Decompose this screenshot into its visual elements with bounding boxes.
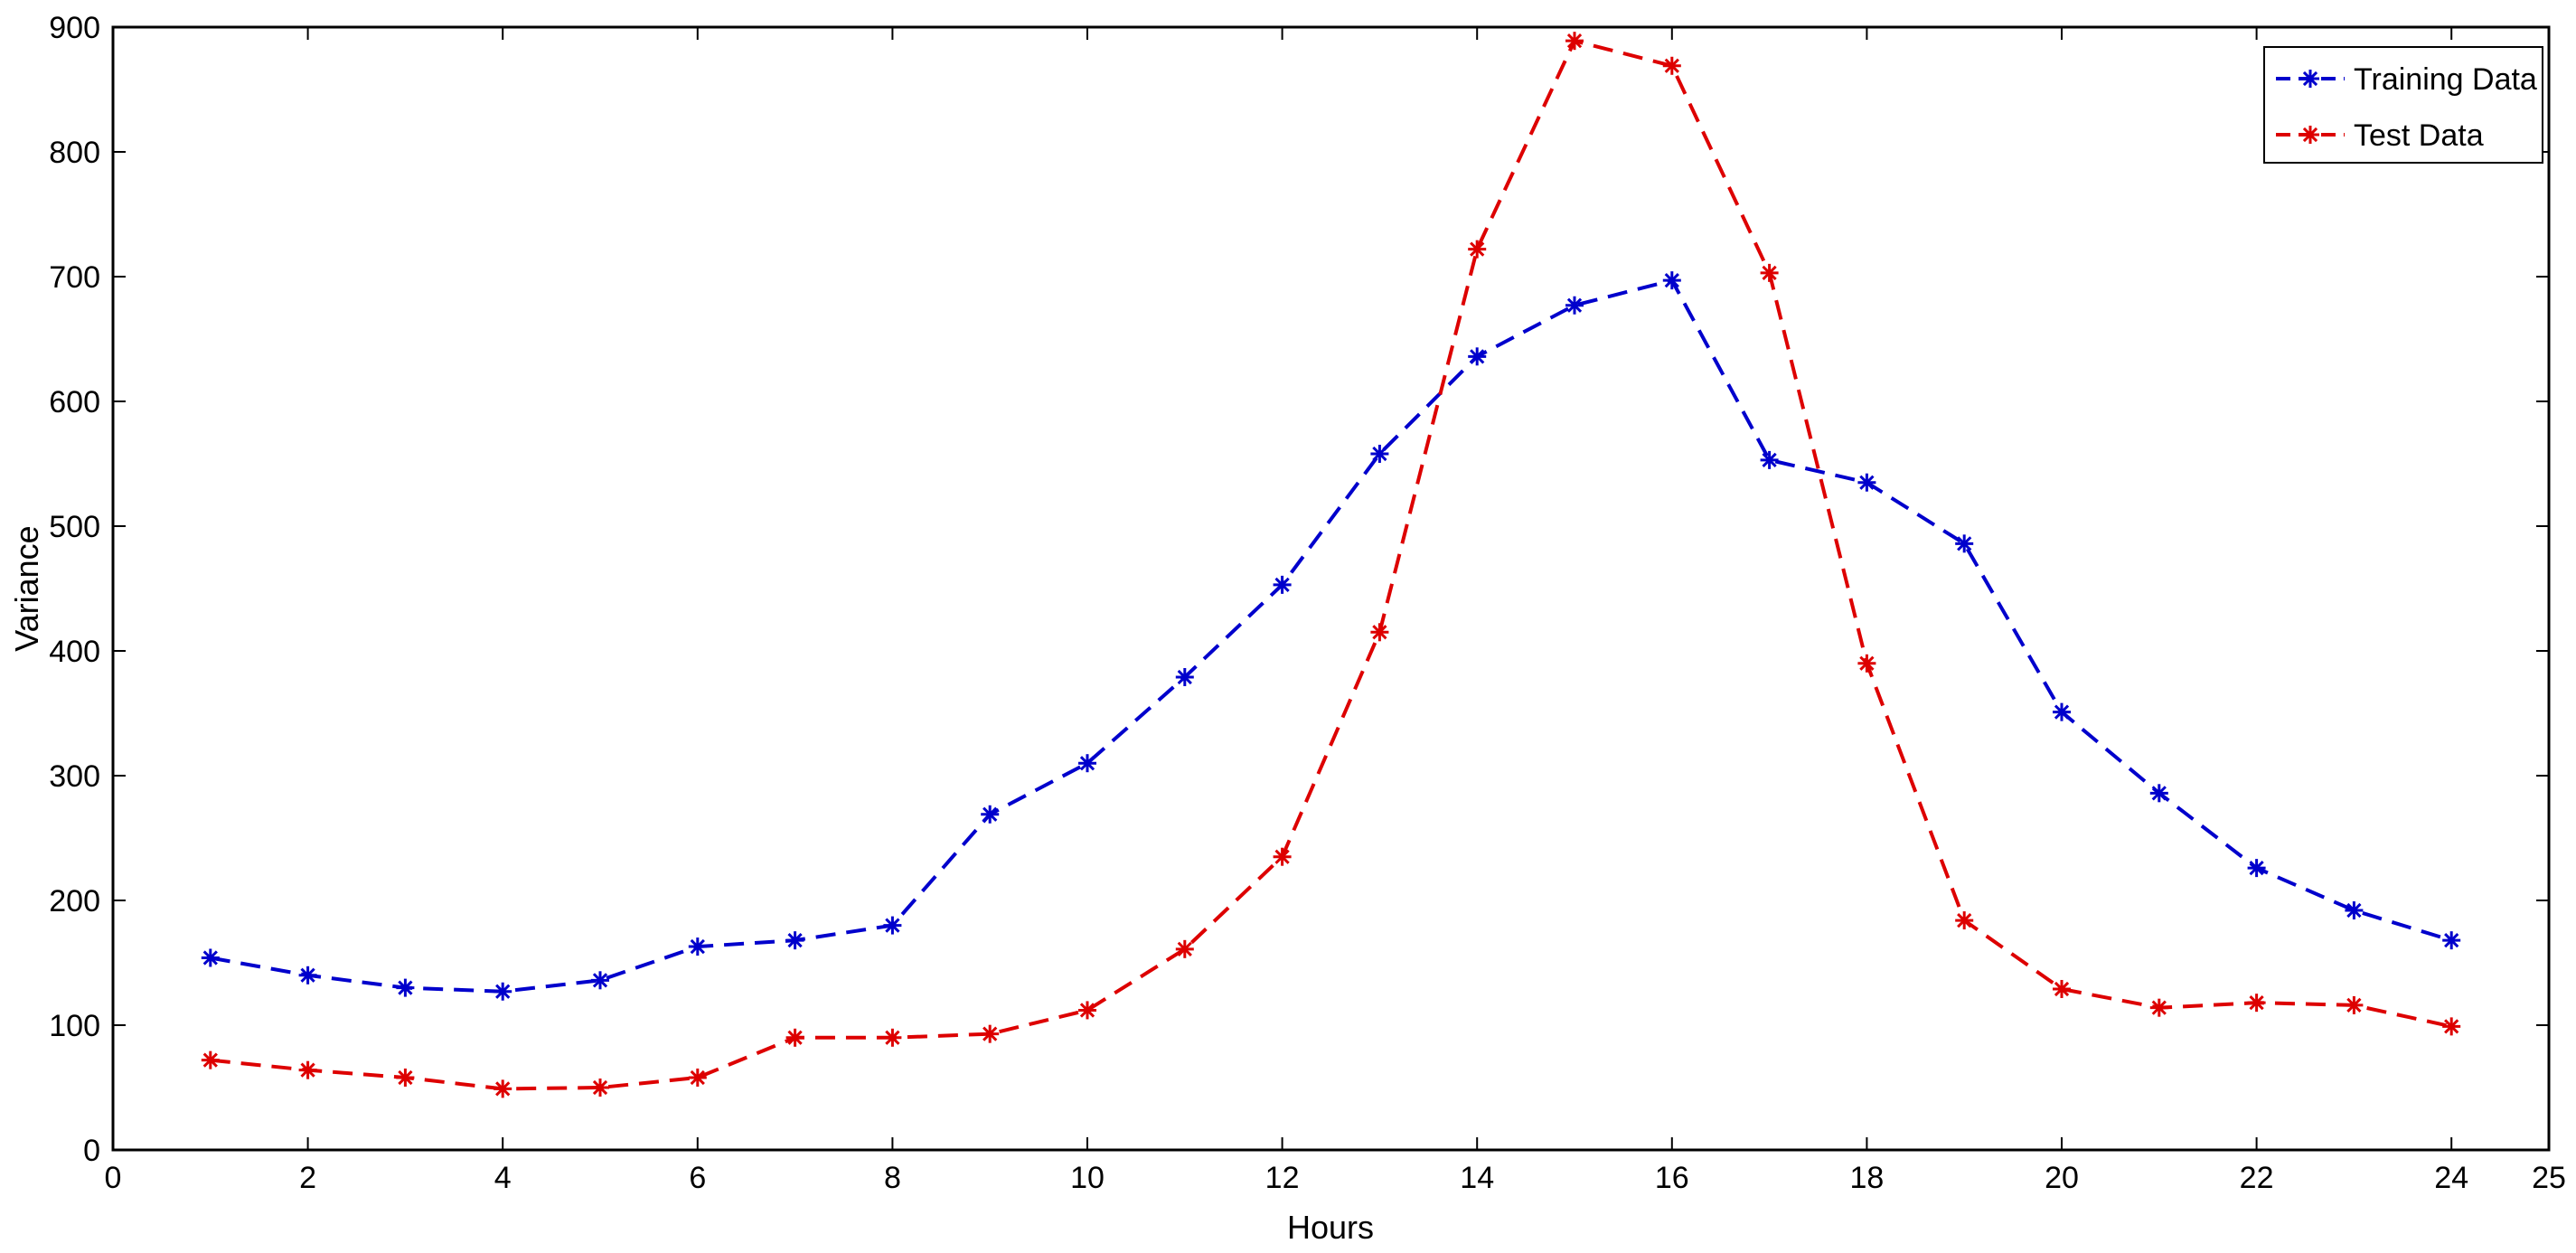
x-tick-label: 18 — [1849, 1161, 1884, 1195]
data-point-test-data — [2149, 998, 2168, 1017]
data-point-training-data — [1662, 271, 1681, 290]
data-point-test-data — [1468, 240, 1487, 259]
data-point-training-data — [2442, 931, 2461, 950]
data-point-training-data — [1468, 347, 1487, 366]
x-tick-label: 10 — [1070, 1161, 1105, 1195]
data-point-training-data — [1175, 667, 1194, 686]
data-point-training-data — [1857, 473, 1876, 492]
x-tick-label: 22 — [2240, 1161, 2274, 1195]
data-point-test-data — [591, 1079, 609, 1097]
data-point-test-data — [1370, 623, 1389, 642]
data-point-test-data — [1078, 1001, 1096, 1020]
data-point-training-data — [298, 966, 317, 984]
x-tick-label: 16 — [1655, 1161, 1689, 1195]
y-tick-label: 300 — [49, 759, 100, 794]
y-axis-label: Variance — [8, 525, 45, 651]
data-point-training-data — [883, 916, 902, 935]
x-tick-label: 14 — [1460, 1161, 1494, 1195]
data-point-test-data — [201, 1050, 220, 1069]
data-point-test-data — [785, 1028, 804, 1047]
y-tick-label: 600 — [49, 385, 100, 419]
legend-label-training-data: Training Data — [2354, 62, 2537, 97]
data-point-training-data — [2149, 784, 2168, 803]
data-point-test-data — [1273, 847, 1292, 866]
x-tick-label: 2 — [299, 1161, 316, 1195]
data-point-training-data — [1955, 534, 1974, 553]
data-point-training-data — [688, 937, 707, 956]
legend-label-test-data: Test Data — [2354, 118, 2484, 153]
data-point-training-data — [2247, 859, 2266, 878]
x-tick-label: 8 — [884, 1161, 901, 1195]
x-tick-label: 0 — [105, 1161, 122, 1195]
x-tick-label: 6 — [689, 1161, 706, 1195]
series-group — [201, 32, 2461, 1098]
y-tick-label: 100 — [49, 1009, 100, 1043]
y-tick-label: 900 — [49, 11, 100, 45]
data-point-test-data — [2345, 995, 2364, 1014]
data-point-test-data — [688, 1068, 707, 1087]
y-tick-label: 200 — [49, 884, 100, 919]
plot-area — [111, 25, 2551, 1152]
data-point-test-data — [2053, 979, 2071, 998]
data-point-training-data — [1273, 575, 1292, 594]
series-line-test-data — [210, 38, 2452, 1091]
data-point-test-data — [883, 1028, 902, 1047]
y-tick-label: 500 — [49, 510, 100, 544]
axis-ticks: 0 2 4 6 8 10 12 14 16 18 20 22 24 2501002003004005006… — [49, 11, 2566, 1195]
data-point-test-data — [1955, 911, 1974, 930]
legend-marker-test-data — [2301, 126, 2319, 144]
data-point-training-data — [1565, 296, 1584, 315]
y-tick-label: 0 — [83, 1134, 100, 1168]
data-point-test-data — [1175, 939, 1194, 958]
data-point-test-data — [494, 1079, 512, 1098]
data-point-training-data — [981, 805, 1000, 824]
data-point-training-data — [1078, 754, 1096, 773]
data-point-training-data — [494, 982, 512, 1001]
data-point-training-data — [591, 971, 609, 990]
data-point-training-data — [1370, 444, 1389, 463]
series-line-training-data — [210, 278, 2452, 994]
x-tick-label: 12 — [1265, 1161, 1300, 1195]
data-point-training-data — [2345, 901, 2364, 920]
x-axis-label: Hours — [1287, 1209, 1374, 1246]
y-tick-label: 700 — [49, 260, 100, 295]
data-point-test-data — [1662, 56, 1681, 75]
data-point-test-data — [981, 1024, 1000, 1043]
x-tick-label: 20 — [2045, 1161, 2079, 1195]
data-point-test-data — [2247, 994, 2266, 1013]
legend: Training Data Test Data — [2263, 46, 2543, 164]
data-point-training-data — [201, 948, 220, 967]
x-tick-label: 24 — [2434, 1161, 2468, 1195]
data-point-training-data — [396, 978, 415, 997]
data-point-test-data — [1857, 654, 1876, 673]
legend-marker-training-data — [2301, 70, 2319, 88]
y-tick-label: 800 — [49, 136, 100, 170]
data-point-training-data — [1760, 450, 1779, 469]
x-tick-label: 4 — [494, 1161, 512, 1195]
data-point-test-data — [298, 1060, 317, 1079]
data-point-test-data — [1760, 263, 1779, 282]
data-point-training-data — [2053, 702, 2071, 721]
data-point-training-data — [785, 931, 804, 950]
data-point-test-data — [1565, 32, 1584, 51]
y-tick-label: 400 — [49, 635, 100, 669]
data-point-test-data — [396, 1068, 415, 1087]
data-point-test-data — [2442, 1017, 2461, 1036]
x-tick-label: 25 — [2532, 1161, 2566, 1195]
